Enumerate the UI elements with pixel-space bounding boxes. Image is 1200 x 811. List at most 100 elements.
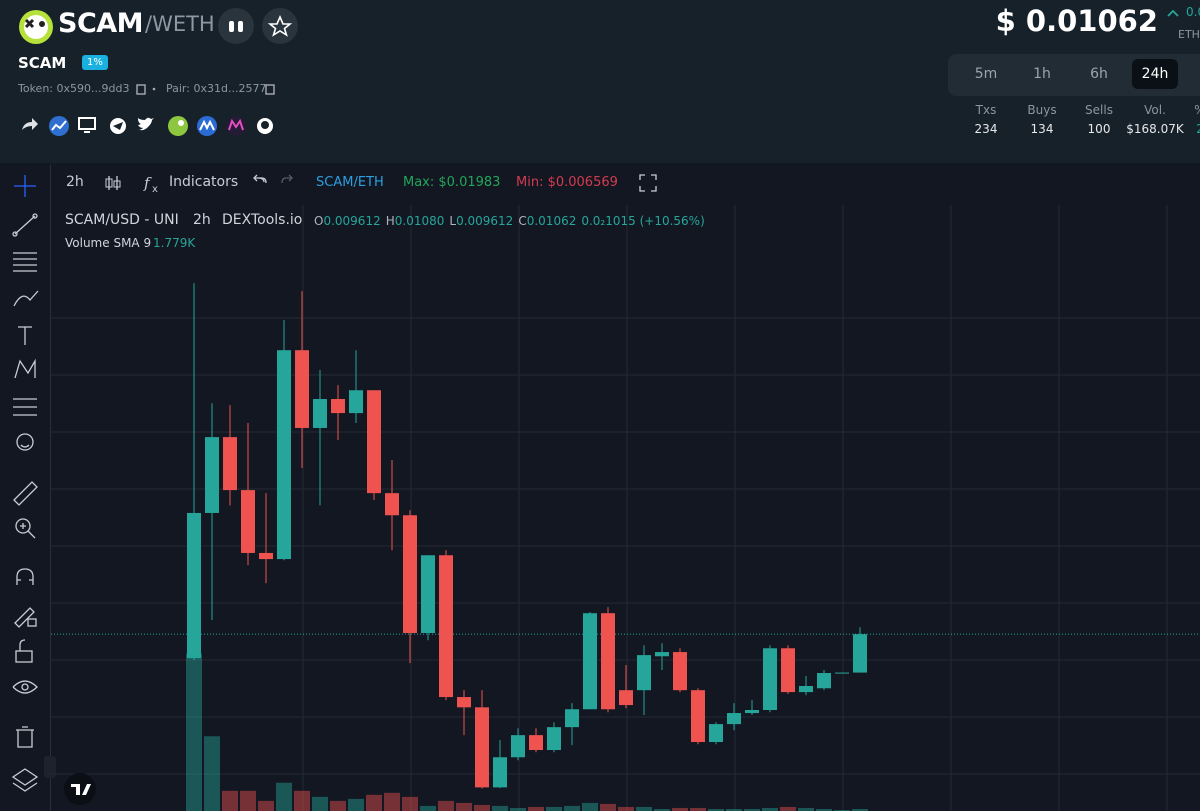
volume-bar (780, 806, 796, 811)
candle-body (511, 735, 525, 758)
tradingview-logo (64, 773, 96, 805)
pair-address[interactable]: Pair: 0x31d...2577 (166, 82, 267, 95)
volume-bar (420, 805, 436, 811)
candle-body (475, 707, 489, 788)
legend-source: DEXTools.io (222, 212, 303, 228)
timeframe-option[interactable]: 1h (1033, 66, 1051, 82)
volume-bar (726, 808, 742, 811)
timeframe-option[interactable]: 6h (1090, 66, 1108, 82)
stat-label: % (1194, 103, 1200, 117)
min-price: Min: $0.006569 (516, 175, 618, 190)
interval-button[interactable]: 2h (66, 174, 84, 190)
candle-body (583, 613, 597, 710)
candle-body (727, 713, 741, 725)
candle-body (403, 515, 417, 634)
candle-body (187, 512, 201, 659)
stat-value: 100 (1087, 122, 1111, 136)
candle-body (817, 673, 831, 689)
volume-bar (636, 806, 652, 811)
token-name: SCAM (18, 54, 67, 72)
ohlc-label: H (385, 214, 395, 228)
volume-bar (708, 808, 724, 811)
svg-text:f: f (143, 174, 152, 192)
candle-body (295, 350, 309, 428)
collapse-button[interactable] (44, 756, 56, 778)
stat-label: Vol. (1144, 103, 1166, 117)
volume-bar (600, 803, 616, 811)
volume-bar (834, 809, 850, 811)
candle-body (673, 652, 687, 691)
ohlc-value: 0.009612 (323, 214, 381, 228)
drawing-toolbar[interactable] (0, 165, 50, 811)
volume-bar (618, 806, 634, 811)
candle-body (259, 552, 273, 560)
candle-body (547, 727, 561, 751)
stat-label: Txs (975, 103, 997, 117)
stat-value: 134 (1030, 122, 1054, 136)
candle-body (745, 710, 759, 714)
candle-body (421, 555, 435, 634)
volume-bar (798, 807, 814, 811)
candle-body (277, 350, 291, 560)
legend-interval: 2h (193, 212, 211, 228)
token-address[interactable]: Token: 0x590...9dd3 (18, 82, 130, 95)
volume-bar (528, 806, 544, 811)
volume-bar (366, 794, 382, 811)
ohlc-label: O (314, 214, 324, 228)
svg-text:x: x (152, 184, 158, 194)
copy-icons (136, 84, 275, 95)
candle-body (691, 690, 705, 743)
volume-bar (330, 800, 346, 811)
candle-body (457, 697, 471, 708)
volume-bar (690, 807, 706, 811)
ohlc-value: 0.01062 (526, 214, 577, 228)
candle-body (331, 398, 345, 414)
quote-symbol: /WETH (145, 12, 215, 36)
legend-symbol: SCAM/USD - UNI (65, 212, 179, 228)
ohlc-value: 0.009612 (456, 214, 514, 228)
logo (19, 10, 53, 44)
candle-body (529, 735, 543, 751)
fullscreen-icon[interactable] (638, 173, 658, 193)
ohlc-label: L (449, 214, 457, 228)
candle-body (565, 709, 579, 728)
volume-bar (204, 736, 220, 811)
candle-body (223, 437, 237, 491)
volume-bar (582, 802, 598, 811)
volume-sma: 1.779K (153, 236, 196, 250)
pair-switch[interactable]: SCAM/ETH (316, 175, 384, 190)
legend-ohlc: O0.009612 H0.01080 L0.009612 C0.01062 0.0₂10… (314, 214, 705, 228)
social-icons[interactable] (18, 114, 278, 138)
candle-body (799, 685, 813, 693)
header-buttons[interactable] (218, 8, 300, 46)
tax-badge: 1% (82, 55, 108, 70)
price: $ 0.01062 (995, 4, 1158, 38)
candle-body (835, 672, 849, 674)
candle-body (313, 398, 327, 428)
volume-bar (240, 790, 256, 811)
timeframe-option[interactable]: 24h (1132, 59, 1178, 89)
change-arrow (1167, 9, 1179, 17)
candle-body (349, 390, 363, 414)
volume-bar (762, 807, 778, 811)
volume-bar (222, 790, 238, 811)
stat-value: 234 (974, 122, 998, 136)
ohlc-label: C (518, 214, 527, 228)
candle-body (241, 490, 255, 553)
indicators-button[interactable]: Indicators (169, 174, 239, 190)
volume-bar (456, 802, 472, 811)
ohlc-change: 0.0₂1015 (+10.56%) (581, 214, 705, 228)
sidebar-divider (50, 165, 51, 811)
volume-bar (564, 805, 580, 811)
volume-bar (384, 792, 400, 811)
timeframe-option[interactable]: 5m (974, 66, 998, 82)
price-unit: ETH (1178, 28, 1200, 41)
candle-body (853, 634, 867, 673)
volume-bar (312, 796, 328, 811)
candle-body (493, 757, 507, 788)
candle-body (367, 390, 381, 494)
volume-bar (852, 808, 868, 811)
ohlc-value: 0.01080 (394, 214, 445, 228)
